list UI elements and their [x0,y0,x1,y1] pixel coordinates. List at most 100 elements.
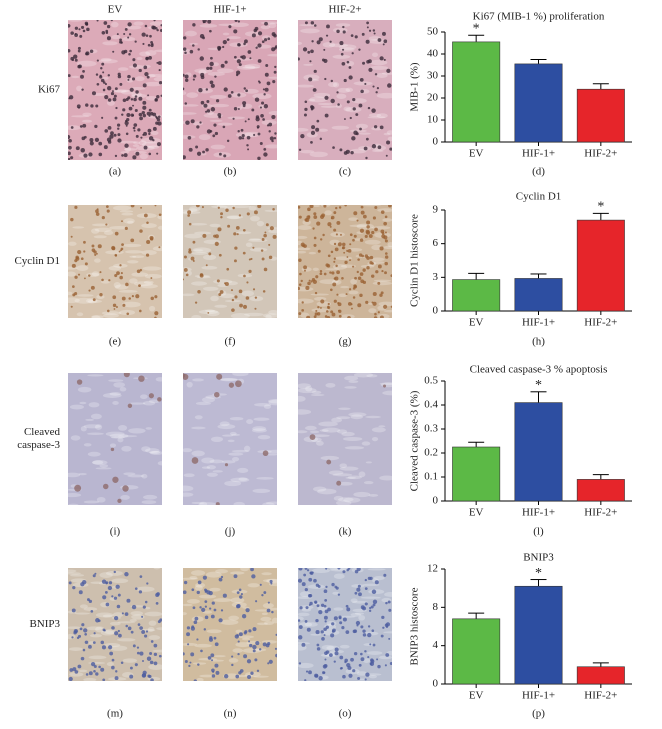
cell [114,87,118,91]
cell [80,74,84,79]
tissue [264,209,277,212]
cell [77,46,81,50]
cell [196,638,199,641]
cell [330,633,335,638]
cell [261,257,265,261]
cell [360,657,365,662]
tissue [298,235,308,239]
tissue [256,622,268,626]
cell [186,632,191,637]
cell [339,621,343,625]
cell [144,71,149,77]
tissue [349,129,367,133]
cell [226,267,230,271]
significance-label: * [473,22,480,37]
cell [111,595,114,598]
cell [356,219,359,222]
tissue [99,464,109,468]
cell [324,609,329,614]
cell [364,587,368,590]
tissue [118,425,128,431]
cell [317,249,321,253]
cell [214,642,219,647]
cell [185,273,189,277]
cell [351,52,354,55]
cell [116,33,119,36]
cell [88,274,91,277]
cell [326,315,331,318]
tissue [224,480,242,487]
tissue [338,497,354,502]
cell [126,312,130,316]
y-tick-label: 10 [427,114,439,126]
cell [68,151,71,156]
cell [352,98,356,102]
tissue [118,289,138,293]
tissue [183,642,198,646]
cell [114,154,118,158]
cell [336,480,342,486]
cell [137,623,141,627]
tissue [83,424,101,429]
cell [257,80,260,83]
cell [386,68,391,73]
cell [369,661,375,666]
tissue [231,589,248,594]
cell [203,103,208,108]
cell [101,116,104,119]
cell [142,605,146,609]
cell [128,33,132,36]
cell [142,83,147,88]
cell [243,274,246,278]
cell [146,582,149,585]
cell [257,156,261,160]
tissue [209,459,224,464]
cell [330,288,333,292]
tissue [71,75,80,79]
tissue [112,612,124,618]
tissue [139,153,148,160]
cell [238,136,243,140]
cell [197,580,202,585]
cell [327,222,332,227]
tissue [383,631,392,634]
cell [213,636,217,640]
cell [361,32,365,36]
cell [313,578,317,583]
y-tick-label: 0.4 [424,399,438,411]
bar [514,63,563,143]
tissue [191,281,208,286]
cell [383,58,386,62]
cell [127,626,132,631]
cell [371,301,374,304]
cell [205,148,209,152]
tissue [68,125,81,131]
cell [157,620,161,624]
cell [321,58,325,62]
tissue [69,404,84,410]
cell [108,581,113,585]
cell [128,297,131,300]
tissue [126,77,134,83]
cell [362,633,367,637]
tissue [103,230,114,235]
cell [365,229,370,234]
cell [152,112,157,117]
x-tick-label: HIF-2+ [584,148,617,160]
tissue [253,675,269,678]
cell [206,100,210,104]
cell [310,105,315,110]
cell [345,604,349,608]
tissue [88,661,106,665]
cell [218,577,223,582]
tissue [88,402,100,408]
cell [387,600,391,604]
cell [385,622,391,627]
cell [156,94,160,99]
cell [130,630,134,634]
cell [80,656,85,661]
tissue [127,260,139,264]
cell [366,225,370,229]
tissue [201,397,215,403]
tissue [231,449,250,453]
